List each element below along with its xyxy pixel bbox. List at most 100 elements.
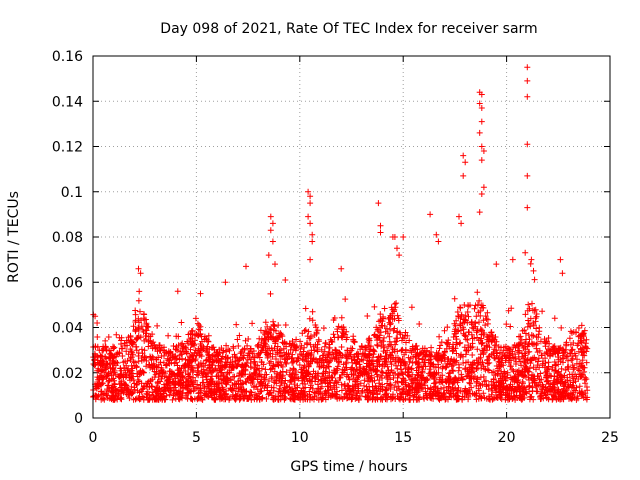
data-point [264, 384, 271, 391]
data-point [105, 387, 112, 394]
data-point [176, 365, 183, 372]
data-point [384, 380, 391, 387]
data-point [581, 327, 588, 334]
data-point [391, 301, 398, 307]
data-point [156, 386, 163, 392]
data-point [474, 360, 481, 367]
data-point [205, 338, 212, 345]
data-point [426, 356, 433, 363]
data-point [387, 326, 393, 333]
data-point [206, 381, 213, 388]
data-point [573, 396, 580, 403]
data-point [493, 261, 500, 268]
data-point [267, 366, 274, 373]
data-point [524, 64, 531, 71]
data-point [503, 355, 510, 362]
data-point [508, 376, 515, 383]
data-point [239, 391, 245, 398]
data-point [379, 375, 386, 382]
data-point [528, 256, 535, 263]
data-point [237, 350, 244, 357]
data-point [378, 343, 385, 350]
data-point [338, 265, 345, 272]
data-point [478, 191, 485, 197]
data-point [392, 358, 398, 365]
data-point [221, 396, 227, 403]
data-point [276, 385, 283, 392]
data-point [140, 356, 147, 363]
data-point [135, 325, 142, 332]
data-point [476, 100, 483, 107]
data-point [189, 331, 196, 338]
data-point [492, 372, 499, 379]
data-point [135, 353, 142, 359]
data-point [582, 394, 589, 401]
data-point [335, 323, 342, 330]
data-point [369, 383, 376, 390]
data-point [465, 329, 472, 335]
data-point [161, 344, 167, 351]
data-point [533, 334, 540, 340]
data-point [427, 369, 434, 376]
data-point [441, 384, 447, 391]
data-point [217, 363, 224, 370]
data-point [131, 384, 138, 391]
data-point [533, 325, 540, 332]
data-point [302, 305, 309, 312]
data-point [184, 379, 191, 386]
data-point [524, 141, 531, 148]
data-point [167, 368, 174, 375]
data-point [282, 377, 289, 384]
data-point [361, 377, 368, 384]
data-point [274, 347, 281, 354]
data-point [247, 373, 254, 380]
data-point [521, 384, 528, 391]
data-point [223, 387, 230, 394]
data-point [452, 322, 459, 329]
data-point [123, 348, 130, 355]
data-point [566, 335, 573, 342]
data-point [267, 227, 274, 234]
data-point [296, 362, 303, 368]
y-tick-label: 0 [74, 411, 83, 427]
data-point [432, 384, 439, 391]
data-point [269, 220, 276, 227]
data-point [258, 387, 265, 394]
data-point [323, 358, 330, 365]
data-point [326, 344, 333, 351]
data-point [509, 256, 516, 263]
data-point [352, 384, 359, 391]
data-point [453, 396, 460, 403]
data-point [371, 331, 378, 338]
data-point [191, 386, 198, 392]
data-point [272, 378, 279, 384]
data-point [174, 362, 181, 369]
data-point [481, 365, 488, 372]
data-point [230, 343, 237, 350]
data-point [491, 342, 498, 349]
data-point [480, 148, 487, 154]
data-point [173, 333, 180, 340]
data-point [480, 184, 487, 191]
data-point [312, 322, 319, 328]
data-point [478, 395, 485, 402]
data-point [462, 365, 469, 372]
data-point [237, 384, 244, 391]
data-point [185, 356, 191, 363]
data-point [240, 380, 246, 387]
data-point [123, 382, 130, 389]
data-point [452, 385, 459, 392]
data-point [151, 374, 158, 381]
data-point [197, 351, 204, 358]
data-point [131, 362, 138, 369]
data-point [560, 390, 567, 397]
data-point [460, 172, 467, 179]
data-point [149, 331, 156, 338]
data-point [236, 396, 243, 403]
data-point [451, 376, 458, 383]
data-point [154, 322, 161, 329]
data-point [391, 384, 398, 391]
data-point [292, 385, 299, 392]
data-point [312, 375, 319, 382]
data-point [395, 355, 401, 361]
